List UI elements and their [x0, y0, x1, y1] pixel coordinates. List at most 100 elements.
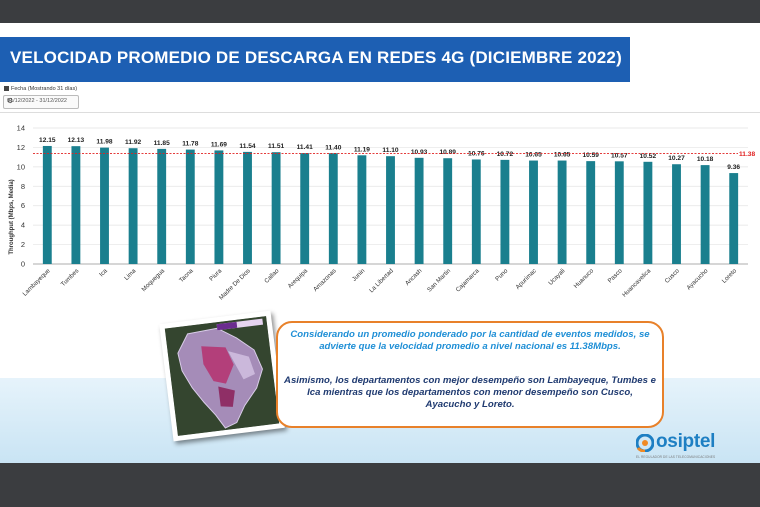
- calendar-icon: [4, 86, 9, 92]
- bar-value-label: 11.85: [154, 140, 170, 147]
- bar-value-label: 10.59: [582, 152, 599, 159]
- x-tick-label: Huanuco: [573, 267, 596, 290]
- bar: [529, 160, 538, 264]
- x-tick-label: Junin: [351, 267, 367, 283]
- bar-value-label: 12.15: [39, 137, 56, 144]
- gear-icon[interactable]: ⚙: [7, 98, 14, 105]
- bar: [300, 153, 310, 264]
- bar-value-label: 11.10: [382, 147, 398, 154]
- y-tick-label: 14: [17, 124, 25, 133]
- summary-callout: Considerando un promedio ponderado por l…: [276, 321, 664, 428]
- x-tick-label: Callao: [263, 267, 281, 285]
- title-bar: VELOCIDAD PROMEDIO DE DESCARGA EN REDES …: [0, 37, 630, 82]
- bar: [443, 158, 453, 264]
- y-axis-label: Throughput (Mbps, Media): [9, 179, 15, 254]
- y-tick-label: 10: [17, 162, 25, 171]
- bar: [672, 164, 681, 264]
- x-tick-label: Tumbes: [60, 267, 81, 288]
- callout-paragraph-1: Considerando un promedio ponderado por l…: [290, 329, 650, 352]
- bar-value-label: 10.57: [611, 152, 628, 159]
- peru-map-photo: [159, 310, 285, 442]
- x-tick-label: Puno: [494, 267, 510, 283]
- y-tick-label: 4: [21, 221, 25, 230]
- date-filter-label-text: Fecha (Mostrando 31 días): [11, 86, 78, 92]
- x-tick-label: Huancavelica: [621, 267, 653, 299]
- x-tick-label: Lambayeque: [21, 267, 52, 298]
- x-tick-label: Amazonas: [312, 267, 338, 293]
- bar: [214, 150, 224, 264]
- bar-value-label: 10.65: [525, 152, 542, 159]
- osiptel-logo-name: osiptel: [656, 431, 716, 452]
- y-tick-label: 2: [21, 240, 25, 249]
- date-filter-label: Fecha (Mostrando 31 días): [4, 86, 77, 92]
- date-range-value: 01/12/2022 - 31/12/2022: [7, 98, 67, 104]
- slide: VELOCIDAD PROMEDIO DE DESCARGA EN REDES …: [0, 23, 760, 463]
- bar-chart: Throughput (Mbps, Media) 0 2 4 6 8 10 12 14 12.1…: [9, 124, 755, 302]
- bar: [586, 161, 596, 264]
- x-tick-label: Tacna: [178, 267, 195, 284]
- bar: [700, 165, 710, 264]
- x-tick-label: Lima: [123, 267, 138, 282]
- bar-value-label: 10.89: [439, 149, 456, 156]
- x-tick-label: Ucayali: [547, 267, 566, 286]
- x-tick-label: Ayacucho: [685, 267, 709, 291]
- x-tick-label: Cusco: [664, 267, 682, 285]
- bar: [643, 161, 653, 264]
- bar-value-label: 10.18: [697, 156, 714, 163]
- bar: [185, 149, 195, 264]
- bar-value-label: 10.52: [640, 153, 657, 160]
- reference-line-label: 11.38: [739, 151, 755, 158]
- bar-value-label: 11.41: [297, 144, 313, 151]
- bar: [128, 148, 138, 264]
- bar-value-label: 9.36: [727, 164, 740, 171]
- bar-value-label: 11.40: [325, 144, 341, 151]
- x-tick-label: Pasco: [607, 267, 625, 285]
- bar: [243, 151, 252, 264]
- bar-value-label: 10.72: [497, 151, 514, 158]
- x-tick-label: Loreto: [721, 267, 739, 285]
- callout-paragraph-2: Asimismo, los departamentos con mejor de…: [284, 375, 656, 410]
- osiptel-logo-mark-icon: [636, 434, 654, 452]
- x-tick-label: Arequipa: [287, 267, 310, 290]
- chart-panel: Throughput (Mbps, Media) 0 2 4 6 8 10 12 14 12.1…: [0, 112, 760, 318]
- bar-value-label: 11.69: [211, 141, 227, 148]
- bar: [71, 146, 81, 264]
- bar-value-label: 11.92: [125, 139, 141, 146]
- y-tick-label: 8: [21, 182, 25, 191]
- y-tick-label: 0: [21, 260, 25, 269]
- osiptel-logo-tagline: EL REGULADOR DE LAS TELECOMUNICACIONES: [636, 455, 716, 459]
- x-tick-label: Piura: [208, 267, 224, 283]
- y-tick-label: 6: [21, 201, 25, 210]
- y-tick-label: 12: [17, 143, 25, 152]
- bar: [100, 147, 109, 264]
- page-title: VELOCIDAD PROMEDIO DE DESCARGA EN REDES …: [10, 48, 622, 67]
- bar-value-label: 11.19: [354, 146, 370, 153]
- bar-value-label: 11.78: [182, 141, 198, 148]
- bar: [386, 156, 395, 264]
- x-tick-label: Apurimac: [514, 267, 537, 290]
- bar-value-label: 10.65: [554, 152, 571, 159]
- bar: [414, 157, 424, 264]
- bar: [357, 155, 367, 264]
- bar: [614, 161, 624, 264]
- bar: [557, 160, 567, 264]
- bar-value-label: 11.54: [239, 143, 255, 150]
- date-range-input[interactable]: 01/12/2022 - 31/12/2022 ⚙: [3, 95, 79, 109]
- bar-value-label: 12.13: [68, 137, 85, 144]
- bar: [500, 159, 510, 264]
- bar: [157, 148, 167, 264]
- bar-value-label: 11.51: [268, 143, 284, 150]
- x-tick-label: Cajamarca: [455, 267, 481, 293]
- bar: [729, 173, 739, 264]
- bar: [42, 145, 52, 264]
- x-tick-label: San Martin: [426, 267, 453, 294]
- bar: [271, 152, 281, 264]
- x-tick-label: Ica: [98, 267, 109, 278]
- x-tick-label: La Libertad: [368, 267, 395, 294]
- bar: [328, 153, 338, 264]
- bar: [471, 159, 481, 264]
- x-tick-label: Ancash: [404, 267, 424, 287]
- bar-value-label: 10.76: [468, 150, 485, 157]
- peru-map-image: [164, 316, 280, 436]
- bar-value-label: 11.98: [96, 139, 112, 146]
